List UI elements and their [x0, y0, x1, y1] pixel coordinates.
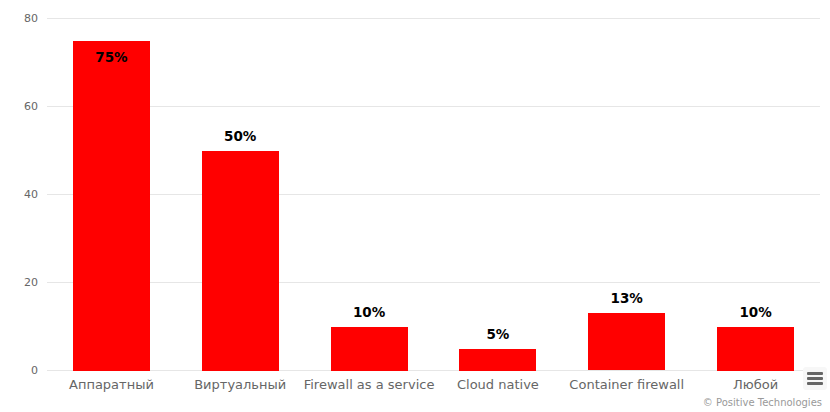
chart-credit: © Positive Technologies — [703, 397, 822, 408]
chart-export-menu-button[interactable] — [803, 367, 827, 390]
hamburger-menu-icon — [807, 372, 823, 375]
bar-data-label: 10% — [717, 304, 794, 320]
bar-chart: 020406080 75%50%10%5%13%10% АппаратныйВи… — [0, 0, 830, 412]
bar-1[interactable] — [73, 41, 150, 371]
bar-data-label: 50% — [202, 128, 279, 144]
bar-5[interactable] — [588, 313, 665, 370]
y-gridline — [47, 370, 820, 371]
bar-6[interactable] — [717, 327, 794, 371]
bar-4[interactable] — [459, 349, 536, 371]
y-axis-tick-label: 80 — [4, 13, 38, 24]
bar-data-label: 10% — [331, 304, 408, 320]
y-gridline — [47, 282, 820, 283]
hamburger-menu-icon — [807, 377, 823, 380]
bar-data-label: 5% — [459, 326, 536, 342]
y-axis-tick-label: 60 — [4, 101, 38, 112]
hamburger-menu-icon — [807, 382, 823, 385]
bar-2[interactable] — [202, 151, 279, 371]
y-axis-tick-label: 40 — [4, 189, 38, 200]
y-axis-tick-label: 20 — [4, 277, 38, 288]
bar-data-label: 75% — [73, 49, 150, 65]
y-axis-tick-label: 0 — [4, 365, 38, 376]
y-gridline — [47, 194, 820, 195]
bar-data-label: 13% — [588, 290, 665, 306]
y-gridline — [47, 106, 820, 107]
bar-3[interactable] — [331, 327, 408, 371]
y-gridline — [47, 18, 820, 19]
x-axis-category-label: Любой — [627, 378, 830, 392]
